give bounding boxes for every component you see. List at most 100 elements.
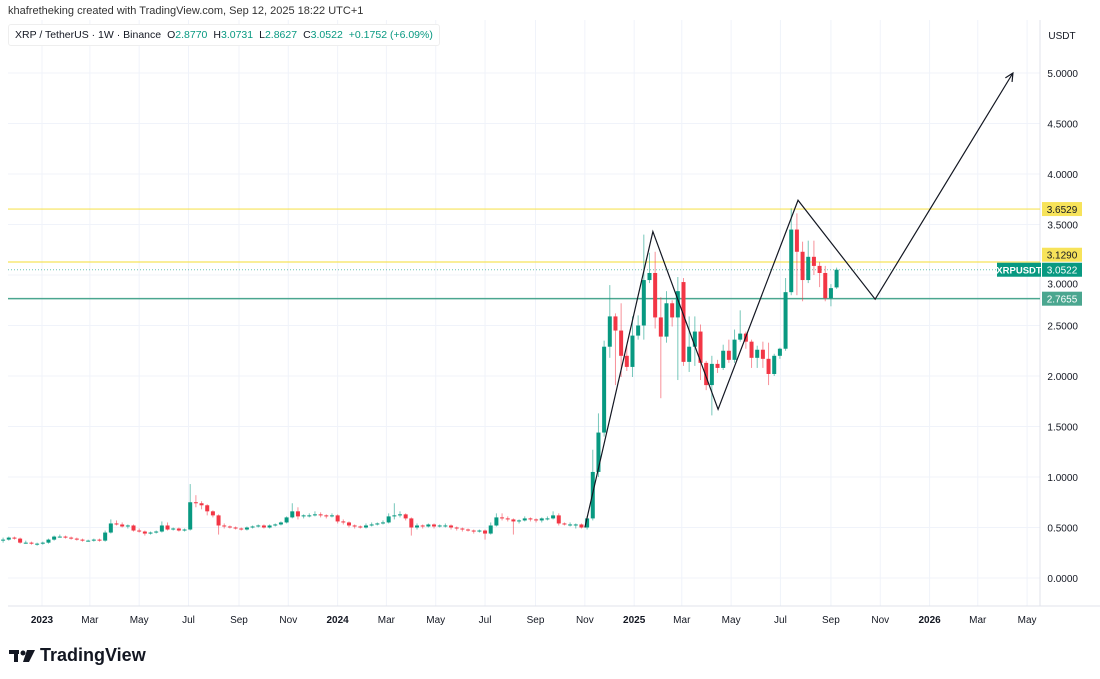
candle-body [732, 339, 737, 360]
candle-body [290, 511, 295, 518]
candle [398, 511, 403, 518]
candle-body [607, 316, 612, 347]
horizontal-lines [8, 208, 1040, 300]
candle [35, 542, 40, 546]
candle-body [420, 525, 425, 527]
candle [386, 513, 391, 524]
x-tick-label: 2023 [31, 615, 54, 626]
candle-body [250, 526, 255, 528]
candle-body [664, 303, 669, 337]
candle-body [573, 524, 578, 526]
candle [409, 517, 414, 536]
candle-body [585, 518, 590, 528]
candle [488, 522, 493, 535]
candle [12, 536, 17, 540]
candle [278, 521, 283, 526]
candle-body [477, 530, 482, 532]
candle-body [193, 502, 198, 504]
candle-body [449, 525, 454, 528]
candle-body [613, 316, 618, 331]
candle-body [715, 363, 720, 368]
candle [539, 517, 544, 523]
candle-body [375, 523, 380, 525]
candle-body [522, 518, 527, 521]
candle [681, 278, 686, 366]
candle [624, 345, 629, 371]
candle-body [380, 522, 385, 524]
candle-body [517, 520, 522, 522]
x-tick-label: 2026 [918, 615, 941, 626]
candle-body [675, 291, 680, 318]
candle-body [142, 531, 147, 534]
candle-body [267, 525, 272, 528]
candle [290, 503, 295, 519]
candle-body [692, 331, 697, 347]
candle [437, 524, 442, 528]
open-value: 2.8770 [175, 29, 208, 41]
candle [74, 537, 79, 541]
projection-drawing[interactable] [584, 71, 1014, 528]
candle [732, 329, 737, 363]
candle [369, 522, 374, 527]
candle [159, 521, 164, 533]
candle [250, 525, 255, 529]
price-axis[interactable]: 0.0000 0.5000 1.0000 1.5000 2.0000 2.5000 3.00… [1047, 69, 1078, 585]
candle-body [698, 331, 703, 363]
chart-credit: khafretheking created with TradingView.c… [8, 5, 364, 17]
candle-body [471, 530, 476, 532]
candle [420, 524, 425, 529]
candle-body [415, 525, 420, 528]
candle-body [806, 256, 811, 281]
y-tick-label: 2.0000 [1047, 372, 1078, 383]
candle [432, 523, 437, 529]
candle-body [681, 282, 686, 362]
candle [216, 514, 221, 535]
candle [415, 523, 420, 530]
candle [500, 513, 505, 521]
candle-body [817, 265, 822, 273]
candle-body [800, 251, 805, 281]
candle-body [562, 523, 567, 525]
price-badge [1042, 247, 1082, 262]
candle [193, 495, 198, 508]
x-tick-label: Sep [230, 615, 248, 626]
candle-body [432, 524, 437, 527]
candle [131, 524, 136, 532]
tradingview-logo[interactable]: TradingView [9, 645, 146, 666]
x-tick-label: Nov [576, 615, 594, 626]
candle-body [823, 272, 828, 299]
candle [261, 524, 266, 529]
candle [449, 524, 454, 530]
candle [80, 538, 85, 542]
arrow-head-icon [1005, 71, 1014, 83]
low-value: 2.8627 [264, 29, 298, 41]
time-axis[interactable]: 2023 Mar May Jul Sep Nov 2024 Mar May Jul Sep Nov 20… [31, 615, 1037, 626]
candle-body [403, 514, 408, 519]
candle-body [528, 518, 533, 520]
candle [188, 484, 193, 531]
candle-body [500, 517, 505, 519]
candle [647, 252, 652, 284]
candle-body [307, 515, 312, 517]
candle-body [460, 528, 465, 530]
candle [114, 520, 119, 526]
y-tick-label: 3.0000 [1047, 280, 1078, 291]
candle-body [641, 280, 646, 326]
candle [97, 538, 102, 542]
candle [176, 527, 181, 532]
candle [675, 277, 680, 381]
candle-body [80, 539, 85, 541]
candle-body [159, 525, 164, 532]
candle-body [97, 539, 102, 541]
price-badge [1042, 291, 1082, 306]
candle-body [545, 518, 550, 520]
currency-label[interactable]: USDT [1048, 31, 1075, 42]
candle [755, 345, 760, 368]
candle-body [398, 514, 403, 516]
x-tick-label: Mar [969, 615, 987, 626]
candle [772, 353, 777, 376]
candle [641, 234, 646, 340]
candle [284, 516, 289, 524]
